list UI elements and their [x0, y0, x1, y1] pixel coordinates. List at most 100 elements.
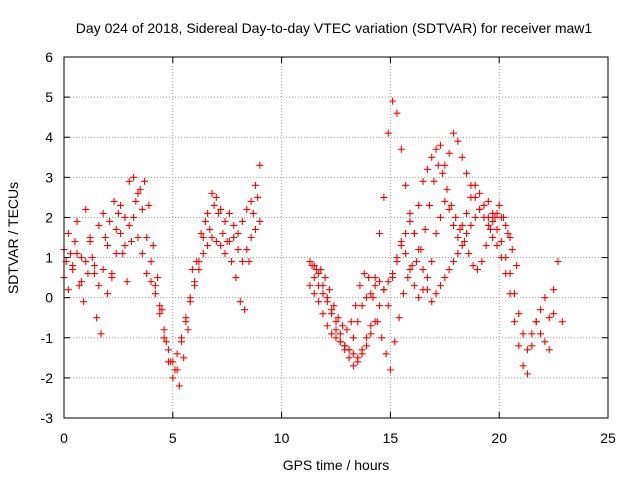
data-point: [432, 145, 440, 153]
data-point: [545, 314, 553, 322]
data-point: [482, 242, 490, 250]
axis-ticks: [63, 56, 609, 419]
data-point: [88, 254, 96, 262]
y-tick-label: 6: [45, 49, 53, 65]
data-point: [402, 250, 410, 258]
data-point: [406, 217, 414, 225]
data-point: [319, 310, 327, 318]
data-point: [376, 278, 384, 286]
data-point: [77, 278, 85, 286]
data-point: [391, 338, 399, 346]
data-point: [230, 221, 238, 229]
data-point: [386, 366, 394, 374]
data-point: [404, 274, 412, 282]
data-point: [458, 153, 466, 161]
data-point: [471, 181, 479, 189]
data-point: [97, 330, 105, 338]
data-point: [130, 173, 138, 181]
data-point: [336, 330, 344, 338]
data-point: [71, 238, 79, 246]
data-point: [123, 278, 131, 286]
data-point: [428, 153, 436, 161]
data-point: [365, 274, 373, 282]
y-tick-label: -1: [41, 330, 54, 346]
data-point: [456, 225, 464, 233]
data-point: [532, 318, 540, 326]
data-point: [493, 242, 501, 250]
data-point: [217, 205, 225, 213]
y-axis-tick-labels: -3 -2 -1 0 1 2 3 4 5 6: [41, 49, 54, 426]
y-tick-label: 5: [45, 89, 53, 105]
data-point: [523, 346, 531, 354]
data-point: [458, 242, 466, 250]
data-point: [99, 266, 107, 274]
data-point: [208, 234, 216, 241]
data-point: [406, 209, 414, 217]
data-point: [247, 197, 255, 205]
data-point: [376, 229, 384, 237]
data-point: [402, 229, 410, 237]
data-point: [478, 258, 486, 266]
data-point: [454, 234, 462, 241]
data-point: [149, 242, 157, 250]
data-point: [178, 338, 186, 346]
data-point: [491, 213, 499, 221]
data-point: [439, 169, 447, 177]
data-point: [80, 298, 88, 306]
data-point: [389, 97, 397, 105]
data-point: [119, 250, 127, 258]
data-point: [430, 177, 438, 185]
data-point: [251, 181, 259, 189]
data-point: [214, 209, 222, 217]
data-point: [345, 354, 353, 362]
data-point: [99, 209, 107, 217]
data-point: [421, 225, 429, 233]
data-point: [502, 221, 510, 229]
data-point: [121, 213, 129, 221]
data-point: [147, 278, 155, 286]
data-point: [162, 338, 170, 346]
data-point: [484, 197, 492, 205]
data-point: [75, 282, 83, 290]
data-point: [64, 229, 72, 237]
data-point: [243, 246, 251, 254]
data-point: [341, 342, 349, 350]
data-point: [406, 266, 414, 274]
data-point: [541, 338, 549, 346]
data-point: [138, 205, 146, 213]
data-point: [432, 229, 440, 237]
data-point: [84, 270, 92, 278]
data-point: [256, 161, 264, 169]
data-point: [510, 318, 518, 326]
data-point: [384, 129, 392, 137]
data-point: [510, 290, 518, 298]
data-point: [141, 177, 149, 185]
data-point: [306, 258, 314, 266]
data-point: [489, 234, 497, 241]
data-point: [352, 302, 360, 310]
data-point: [127, 238, 135, 246]
data-point: [160, 334, 168, 342]
data-point: [376, 302, 384, 310]
series-block-2c: [308, 161, 521, 374]
data-point: [436, 282, 444, 290]
data-point: [82, 258, 90, 266]
data-point: [445, 149, 453, 157]
data-point: [164, 346, 172, 354]
data-point: [486, 225, 494, 233]
data-point: [410, 229, 418, 237]
data-point: [428, 258, 436, 266]
data-point: [469, 262, 477, 270]
data-point: [360, 270, 368, 278]
data-point: [397, 238, 405, 246]
data-point: [502, 254, 510, 262]
data-point: [415, 201, 423, 209]
data-point: [476, 205, 484, 213]
data-point: [423, 274, 431, 282]
data-point: [201, 217, 209, 225]
data-point: [515, 342, 523, 350]
data-point: [441, 197, 449, 205]
data-point: [125, 221, 133, 229]
data-point: [332, 334, 340, 342]
y-tick-label: -2: [41, 370, 54, 386]
